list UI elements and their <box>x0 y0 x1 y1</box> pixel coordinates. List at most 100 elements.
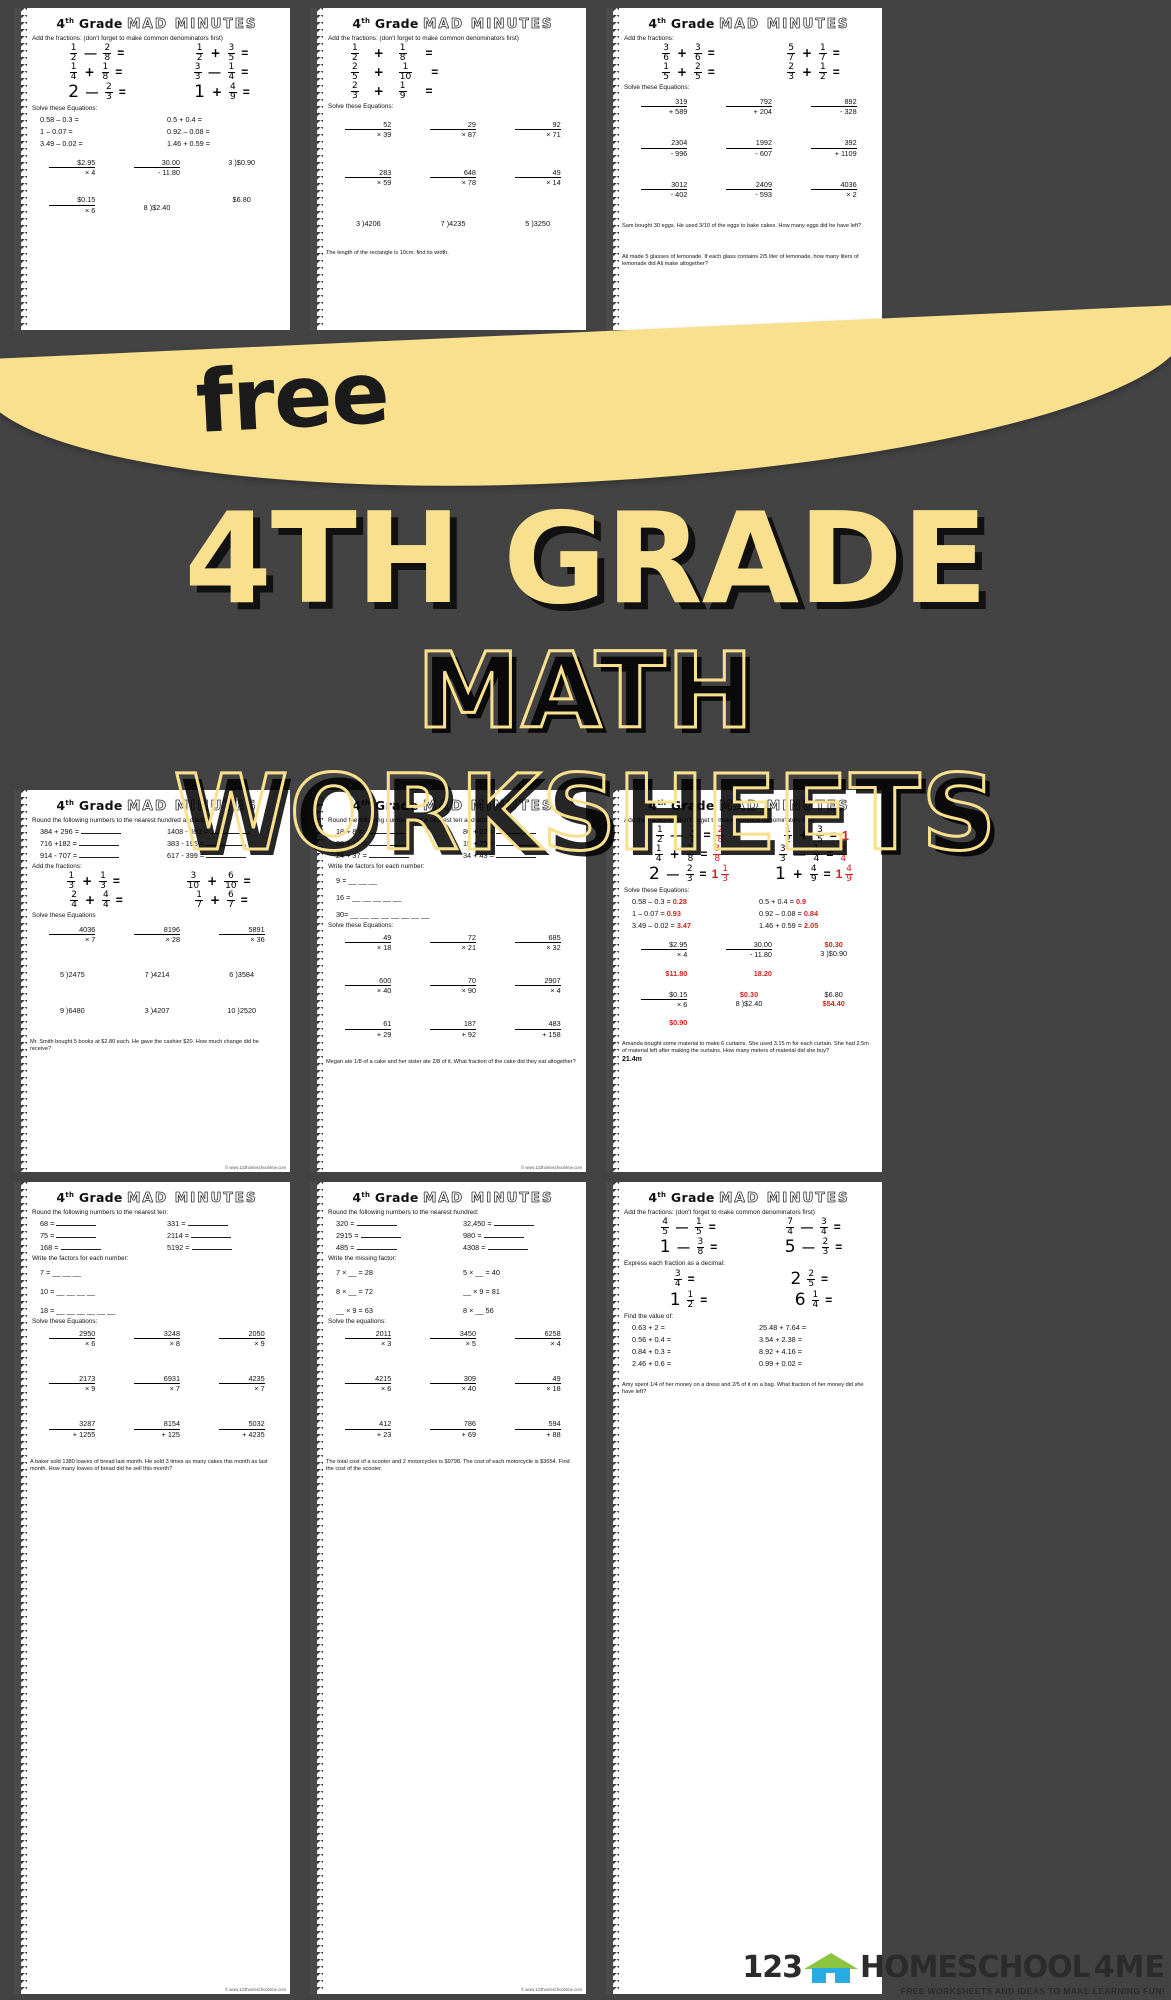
rounding-row: 168 = 5192 = <box>30 1243 284 1252</box>
mult-row: 2011 × 3 3450 × 5 6258 × 4 <box>326 1329 580 1348</box>
division-row: 5 )2475 7 )4214 6 )3584 <box>59 970 255 980</box>
rounding-row: 18 + 8 = 86 + 22 = <box>326 827 580 836</box>
vertical-problem-row: $0.15 × 6 $0.90 $0.30 8 )$2.40 $6.80 $54.40 <box>622 990 876 1027</box>
torn-edge-dark <box>14 8 21 370</box>
solve-label: Solve these Equations: <box>328 103 394 111</box>
factor-row: 9 = __ __ __ <box>336 876 377 886</box>
worksheet-1[interactable]: 4th Grade MAD MINUTES Add the fractions:… <box>14 8 290 370</box>
decimal-row: 3.49 – 0.02 = 3.47 1.46 + 0.59 = 2.05 <box>632 921 819 931</box>
solve-label: Solve these Equations: <box>328 922 394 930</box>
rounding-row: 75 = 2114 = <box>30 1231 284 1240</box>
credit: © www.123homeschool4me.com <box>224 1987 286 1992</box>
instruction: Add the fractions: (don't forget to make… <box>624 1209 815 1216</box>
mult-row: 52 × 39 29 × 87 92 × 71 <box>326 120 580 139</box>
value-row: 2.46 + 0.6 = 0.99 + 0.02 = <box>632 1359 803 1369</box>
decimal-row: 3.49 – 0.02 = 1.46 + 0.59 = <box>40 139 211 149</box>
vertical-problem-row: $0.15 × 6 8 )$2.40 $6.80 <box>30 195 284 215</box>
solve-label: Solve the equations: <box>328 1318 386 1326</box>
torn-edge-dark <box>310 790 317 1172</box>
instruction: Round the following numbers to the neare… <box>32 1209 169 1216</box>
house-icon <box>803 1951 858 1985</box>
rounding-row: 914 - 707 = 617 - 399 = <box>30 851 284 860</box>
division-row: 9 )6480 3 )4207 10 )2520 <box>59 1005 257 1015</box>
fraction-row: 4 5—1 5 = 7 4—3 4 = <box>661 1217 841 1237</box>
logo-homeschool: HOMESCHOOL <box>859 1950 1091 1985</box>
decimal-row: 0.58 – 0.3 = 0.28 0.5 + 0.4 = 0.9 <box>632 897 807 907</box>
solve-label: Solve these Equations: <box>32 105 98 113</box>
instruction-3: Find the value of: <box>624 1313 674 1321</box>
instruction-2: Add the fractions: <box>32 863 82 871</box>
division-row: 3 )4206 7 )4235 5 )3250 <box>355 218 551 228</box>
word-problem: Amanda bought some material to make 6 cu… <box>622 1041 869 1055</box>
word-problem: The total cost of a scooter and 2 motorc… <box>326 1458 570 1472</box>
worksheet-title: 4th Grade MAD MINUTES <box>352 1190 554 1207</box>
rounding-row: 716 +182 = 383 - 196 = <box>30 839 284 848</box>
fraction-row: 2 5 +1 10 = <box>351 62 439 82</box>
fraction-row: 1 2 +1 8 = <box>351 43 433 63</box>
main-title-line2: MATH WORKSHEETS <box>172 629 998 876</box>
solve-label: Solve these Equations: <box>624 887 690 895</box>
value-row: 0.56 + 0.4 = 3.54 + 2.38 = <box>632 1335 803 1345</box>
fraction-row: 1—3 8 = 5—2 3 = <box>659 1237 843 1258</box>
decimal-row: 1 – 0.07 = 0.92 – 0.08 = <box>40 127 210 137</box>
main-title-line1: 4TH GRADE <box>184 485 988 632</box>
fraction-row: 2—2 3 = 1 +4 9 = <box>68 82 250 103</box>
rounding-row: 99 + 17 = 15 + 75 = <box>326 839 580 848</box>
worksheet-title: 4th Grade MAD MINUTES <box>56 1190 258 1207</box>
logo-4me: 4ME <box>1093 1950 1165 1985</box>
mult-row: 4215 × 6 309 × 40 49 × 18 <box>326 1374 580 1393</box>
torn-edge-dark <box>310 8 317 388</box>
instruction-2: Write the factors for each number: <box>32 1255 129 1263</box>
word-problem: A baker sold 1380 loaves of bread last m… <box>30 1458 268 1472</box>
mult-row: 2173 × 9 6931 × 7 4235 × 7 <box>30 1374 284 1393</box>
missing-factor-row: 8 × __ = 72 __ × 9 = 81 <box>336 1287 500 1297</box>
logo-main: 123 HOMESCHOOL 4ME <box>742 1950 1165 1985</box>
add-row: 3287 + 1255 8154 + 125 5032 + 4235 <box>30 1419 284 1439</box>
credit: © www.123homeschool4me.com <box>520 1987 582 1992</box>
vertical-problem-row: $2.95 × 4 $11.80 30.00- 11.80 18.20 $0.30 3 … <box>622 940 876 978</box>
worksheet-title: 4th Grade MAD MINUTES <box>352 798 554 815</box>
worksheet-9[interactable]: 4th Grade MAD MINUTES Add the fractions:… <box>606 1182 882 1994</box>
fraction-row: 1 5 +2 5 = 2 3 +1 2 = <box>662 62 840 82</box>
mult-row: 4036 × 7 8196 × 28 5891 × 36 <box>30 925 284 944</box>
solve-label: Solve these Equations: <box>32 1318 98 1326</box>
word-problem-2: Ali made 5 glasses of lemonade. If each … <box>622 253 859 267</box>
logo-tagline: FREE WORKSHEETS AND IDEAS TO MAKE LEARNI… <box>900 1986 1165 1996</box>
worksheet-8[interactable]: 4th Grade MAD MINUTES Round the followin… <box>310 1182 586 1994</box>
worksheet-4[interactable]: 4th Grade MAD MINUTES Round the followin… <box>14 790 290 1172</box>
word-problem: Amy spent 1/4 of her money on a dress an… <box>622 1382 864 1396</box>
word-problem: Mr. Smith bought 5 books at $2.80 each. … <box>30 1038 259 1052</box>
addsub-row: 2304- 996 1992- 607 392 + 1109 <box>622 138 876 158</box>
rounding-row: 68 = 331 = <box>30 1219 284 1228</box>
rounding-row: 485 = 4308 = <box>326 1243 580 1252</box>
fraction-row: 2 4 +4 4 = 1 7 +6 7 = <box>70 890 248 910</box>
word-problem-answer: 21.4m <box>622 1056 642 1064</box>
instruction: Add the fractions: (don't forget to make… <box>624 817 815 824</box>
solve-label: Solve these Equations: <box>624 84 690 92</box>
fraction-row: 1 2—2 8 = 2 8 1 2 +3 5 = 1 <box>656 825 849 845</box>
rounding-row: 24 + 37 = 34 + 43 = <box>326 851 580 860</box>
worksheet-2[interactable]: 4th Grade MAD MINUTES Add the fractions:… <box>310 8 586 388</box>
worksheet-6-answer-key[interactable]: 4th Grade MAD MINUTES Add the fractions:… <box>606 790 882 1172</box>
rounding-row: 320 = 32,450 = <box>326 1219 580 1228</box>
worksheet-5[interactable]: 4th Grade MAD MINUTES Round the followin… <box>310 790 586 1172</box>
worksheet-title: 4th Grade MAD MINUTES <box>56 798 258 815</box>
mult-row: 600 × 40 70 × 90 2907 × 4 <box>326 976 580 995</box>
vertical-problem-row: $2.95 × 4 30.00- 11.80 3 )$0.90 <box>30 158 284 177</box>
factor-row: 18 = __ __ __ __ __ __ <box>40 1306 116 1316</box>
add-row: 412 + 23 786 + 69 594 + 88 <box>326 1419 580 1439</box>
worksheet-title: 4th Grade MAD MINUTES <box>352 16 554 33</box>
factor-row: 10 = __ __ __ __ <box>40 1287 95 1297</box>
value-row: 0.84 + 0.3 = 8.92 + 4.16 = <box>632 1347 803 1357</box>
torn-edge-dark <box>14 790 21 1172</box>
site-logo[interactable]: 123 HOMESCHOOL 4ME FREE WORKSHEETS AND I… <box>742 1950 1165 1996</box>
instruction-2: Write the missing factor: <box>328 1255 397 1263</box>
worksheet-title: 4th Grade MAD MINUTES <box>648 16 850 33</box>
instruction: Round the following numbers to the neare… <box>328 817 489 824</box>
factor-row: 7 = __ __ __ <box>40 1268 81 1278</box>
addsub-row: 319 + 589 792 + 204 892- 328 <box>622 97 876 116</box>
worksheet-7[interactable]: 4th Grade MAD MINUTES Round the followin… <box>14 1182 290 1994</box>
free-label: free <box>193 343 391 453</box>
mult-row: 2950 × 6 3248 × 8 2050 × 9 <box>30 1329 284 1348</box>
torn-edge-dark <box>606 8 613 388</box>
